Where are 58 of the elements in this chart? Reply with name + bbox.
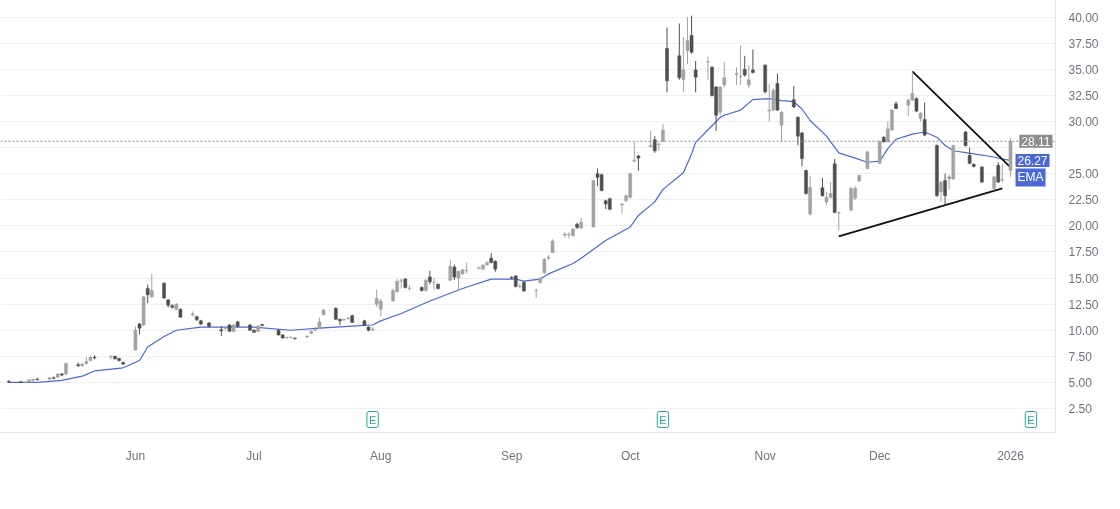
x-tick-label: Oct: [620, 448, 641, 463]
x-tick-label: Sep: [500, 448, 523, 463]
candlestick: [628, 172, 633, 200]
annotation: E: [1027, 413, 1035, 426]
candlestick: [428, 270, 432, 285]
y-tick-label: 25.00: [1068, 167, 1099, 182]
candlestick: [677, 22, 682, 81]
candlestick: [567, 231, 571, 239]
annotation: E: [368, 413, 377, 426]
candlestick: [293, 337, 297, 341]
x-tick-label: Nov: [754, 448, 776, 463]
candlestick: [342, 318, 346, 322]
candlestick: [681, 36, 686, 93]
candlestick: [706, 56, 710, 81]
y-tick-label: 5.00: [1068, 375, 1093, 390]
candlestick: [693, 60, 698, 93]
y-tick-label: 10.00: [1068, 323, 1099, 338]
y-tick-label: 2.50: [1068, 402, 1093, 416]
candlestick: [943, 173, 947, 206]
y-tick-label: 22.50: [1068, 193, 1099, 208]
candlestick: [145, 283, 150, 304]
x-tick-label: Jun: [125, 448, 146, 463]
candlestick: [109, 354, 113, 360]
x-tick-label: 2026: [997, 448, 1025, 463]
candlestick: [346, 316, 350, 321]
y-tick-label: 12.50: [1068, 297, 1099, 312]
candlestick: [620, 202, 624, 214]
data-label: 26.27: [1017, 153, 1048, 168]
candlestick: [751, 49, 755, 75]
y-tick-label: 30.00: [1068, 115, 1099, 130]
y-tick-label: 40.00: [1068, 10, 1099, 25]
candlestick: [689, 15, 694, 55]
candlestick: [820, 177, 825, 198]
candlestick: [150, 273, 154, 299]
candlestick: [747, 64, 751, 89]
y-tick-label: 15.00: [1068, 271, 1099, 286]
x-tick-label: Dec: [869, 448, 891, 463]
y-tick-label: 20.00: [1068, 219, 1099, 234]
y-tick-label: 17.50: [1068, 245, 1099, 260]
candlestick: [722, 61, 727, 88]
candlestick: [742, 55, 747, 78]
x-tick-label: Aug: [370, 448, 392, 463]
x-tick-label: Jul: [246, 448, 262, 463]
candlestick: [804, 169, 808, 196]
candlestick: [939, 180, 943, 203]
y-tick-label: 7.50: [1068, 349, 1093, 364]
candlestick: [836, 210, 841, 232]
y-tick-label: 32.50: [1068, 88, 1099, 103]
y-tick-label: 37.50: [1068, 36, 1099, 51]
candlestick: [432, 277, 436, 291]
y-tick-label: 35.00: [1068, 62, 1099, 77]
candlestick: [133, 326, 138, 352]
candlestick: [657, 141, 661, 152]
candlestick: [792, 85, 796, 109]
legend-label: EMA: [1017, 170, 1044, 185]
candlestick: [779, 110, 784, 143]
annotation: E: [659, 413, 667, 426]
ref-line-label: 28.11: [1021, 134, 1051, 149]
